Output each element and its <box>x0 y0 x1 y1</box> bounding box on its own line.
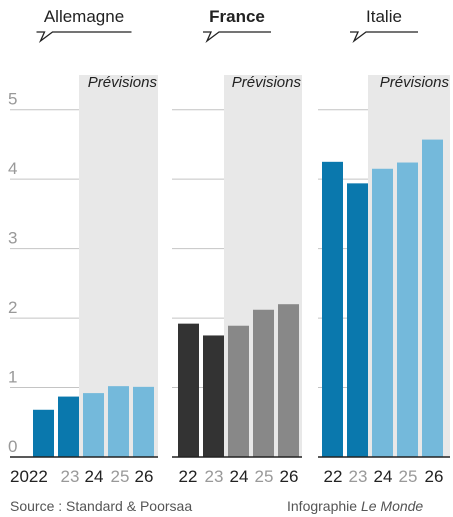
title-callout <box>36 31 132 44</box>
bar <box>228 325 249 457</box>
x-tick-label: 25 <box>111 467 130 486</box>
bar <box>278 304 299 457</box>
y-tick-label: 2 <box>8 298 17 317</box>
y-tick-label: 1 <box>8 368 17 387</box>
x-tick-label: 2022 <box>10 467 48 486</box>
forecast-label: Prévisions <box>380 74 450 91</box>
x-tick-label: 24 <box>85 467 104 486</box>
x-tick-label: 24 <box>374 467 393 486</box>
bar <box>108 386 129 457</box>
title-callout <box>203 31 271 44</box>
bar <box>83 393 104 457</box>
bar <box>33 409 54 457</box>
bar <box>322 161 343 457</box>
y-tick-label: 0 <box>8 437 17 456</box>
x-tick-label: 23 <box>349 467 368 486</box>
credit-name: Le Monde <box>360 498 424 514</box>
bar <box>347 183 368 457</box>
forecast-label: Prévisions <box>232 74 302 91</box>
credit-note: Infographie Le Monde <box>287 498 423 514</box>
title-callout <box>350 31 418 44</box>
x-tick-label: 25 <box>399 467 418 486</box>
y-tick-label: 3 <box>8 229 17 248</box>
forecast-label: Prévisions <box>88 74 158 91</box>
panel-france: Prévisions 22 23 24 25 26 France <box>172 7 302 486</box>
bar <box>397 162 418 457</box>
panel-title: Allemagne <box>44 7 124 26</box>
panel-title: Italie <box>366 7 402 26</box>
axis-layer: 0 1 2 3 4 5 <box>8 90 17 456</box>
bar <box>372 168 393 457</box>
x-tick-label: 26 <box>425 467 444 486</box>
bar <box>422 139 443 458</box>
source-note: Source : Standard & Poorsaa <box>10 498 192 514</box>
x-tick-label: 22 <box>324 467 343 486</box>
y-tick-label: 4 <box>8 159 17 178</box>
source-text: Source : Standard & Poorsaa <box>10 498 193 514</box>
x-tick-label: 26 <box>135 467 154 486</box>
panel-title: France <box>209 7 265 26</box>
bar <box>133 386 154 457</box>
x-tick-label: 25 <box>255 467 274 486</box>
panel-italie: Prévisions 22 23 24 25 26 Italie <box>318 7 450 486</box>
x-tick-label: 23 <box>205 467 224 486</box>
bar <box>253 309 274 457</box>
credit-prefix: Infographie <box>287 498 361 514</box>
x-tick-label: 23 <box>61 467 80 486</box>
bar <box>178 323 199 457</box>
x-tick-label: 24 <box>230 467 249 486</box>
bar <box>58 396 79 457</box>
y-tick-label: 5 <box>8 90 17 109</box>
x-tick-label: 26 <box>280 467 299 486</box>
bar <box>203 335 224 457</box>
x-tick-label: 22 <box>179 467 198 486</box>
